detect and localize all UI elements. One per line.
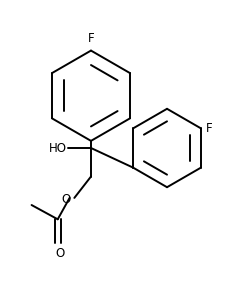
Text: O: O — [61, 193, 71, 206]
Text: F: F — [88, 32, 94, 45]
Text: HO: HO — [49, 141, 67, 155]
Text: F: F — [206, 122, 213, 135]
Text: O: O — [55, 247, 64, 260]
